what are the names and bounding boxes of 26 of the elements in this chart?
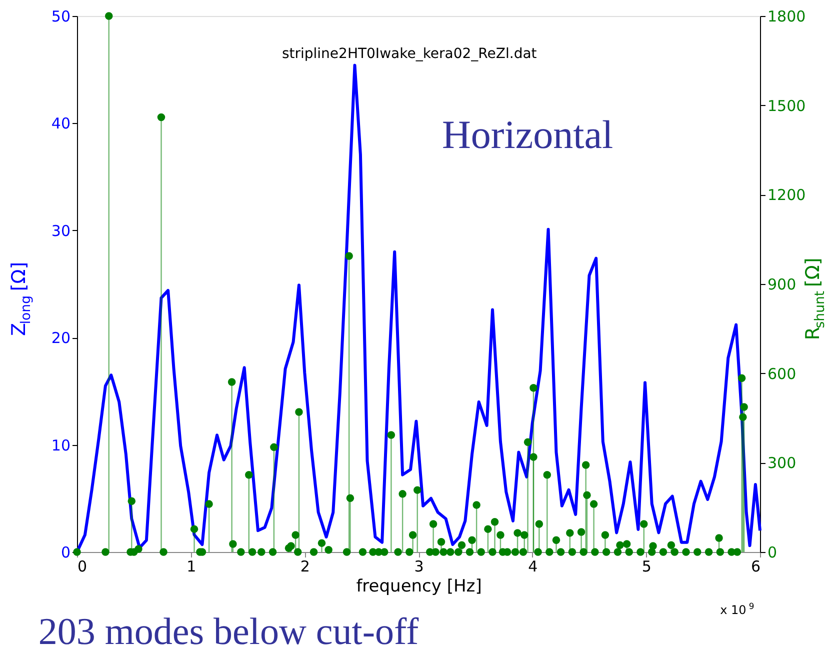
- y-tick-label: 30: [51, 222, 70, 240]
- x-tick-label: 6: [750, 558, 760, 576]
- y-tick-label: 40: [51, 114, 70, 133]
- y-tick-label: 10: [51, 436, 70, 454]
- y2-tick-label: 600: [768, 364, 796, 383]
- x-tick-label: 1: [186, 558, 196, 576]
- y2-axis-title: Rshunt [Ω]: [802, 258, 828, 340]
- y-tick-label: 50: [51, 8, 70, 26]
- y2-tick-label: 0: [768, 544, 778, 562]
- y-axis-title: Zlong [Ω]: [8, 262, 34, 336]
- y-tick-label: 0: [60, 544, 70, 562]
- y2-tick-label: 1500: [768, 96, 806, 115]
- x-axis-title: frequency [Hz]: [356, 576, 482, 596]
- annotation: Horizontal: [442, 112, 614, 157]
- text: 203 modes below cut-off: [38, 611, 419, 649]
- x-tick-label: 0: [78, 558, 88, 576]
- x-tick-label: 5: [642, 558, 652, 576]
- x-tick-label: 2: [300, 558, 310, 576]
- x-tick-label: 4: [528, 558, 538, 576]
- y2-tick-label: 900: [768, 276, 796, 294]
- y2-tick-label: 300: [768, 454, 796, 472]
- x-tick-label: 3: [414, 558, 424, 576]
- text: stripline2HT0Iwake_kera02_ReZl.dat: [282, 46, 538, 62]
- y2-tick-label: 1800: [768, 8, 806, 26]
- y-tick-label: 20: [51, 329, 70, 348]
- y2-tick-label: 1200: [768, 186, 806, 204]
